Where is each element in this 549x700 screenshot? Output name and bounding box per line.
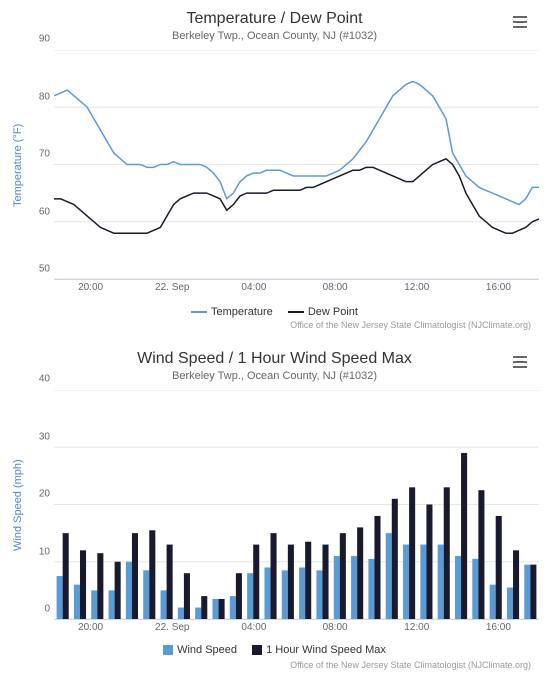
line-plot	[54, 50, 539, 280]
legend-item-dewpoint[interactable]: Dew Point	[288, 306, 358, 318]
chart-subtitle: Berkeley Twp., Ocean County, NJ (#1032)	[10, 30, 539, 42]
y-axis-label: Temperature (°F)	[10, 50, 28, 280]
legend: Wind Speed 1 Hour Wind Speed Max	[10, 644, 539, 658]
chart-credits: Office of the New Jersey State Climatolo…	[10, 660, 531, 670]
wind-chart: Wind Speed / 1 Hour Wind Speed Max Berke…	[10, 350, 539, 670]
chart-title: Temperature / Dew Point	[10, 10, 539, 28]
chart-subtitle: Berkeley Twp., Ocean County, NJ (#1032)	[10, 370, 539, 382]
chart-credits: Office of the New Jersey State Climatolo…	[10, 320, 531, 330]
legend-label: Dew Point	[308, 306, 358, 318]
y-axis-ticks: 5060708090	[28, 50, 54, 280]
y-axis-label: Wind Speed (mph)	[10, 390, 28, 620]
chart-title: Wind Speed / 1 Hour Wind Speed Max	[10, 350, 539, 368]
legend-label: 1 Hour Wind Speed Max	[266, 644, 386, 656]
legend: Temperature Dew Point	[10, 304, 539, 318]
chart-menu-button[interactable]	[511, 355, 529, 369]
x-axis-ticks: 20:0022. Sep04:0008:0012:0016:00	[50, 620, 539, 638]
legend-label: Wind Speed	[177, 644, 237, 656]
legend-label: Temperature	[211, 306, 273, 318]
legend-item-temperature[interactable]: Temperature	[191, 306, 273, 318]
chart-menu-button[interactable]	[511, 15, 529, 29]
temperature-chart: Temperature / Dew Point Berkeley Twp., O…	[10, 10, 539, 330]
y-axis-ticks: 010203040	[28, 390, 54, 620]
bar-plot	[54, 390, 539, 620]
legend-item-windmax[interactable]: 1 Hour Wind Speed Max	[252, 644, 386, 656]
legend-item-windspeed[interactable]: Wind Speed	[163, 644, 237, 656]
x-axis-ticks: 20:0022. Sep04:0008:0012:0016:00	[50, 280, 539, 298]
